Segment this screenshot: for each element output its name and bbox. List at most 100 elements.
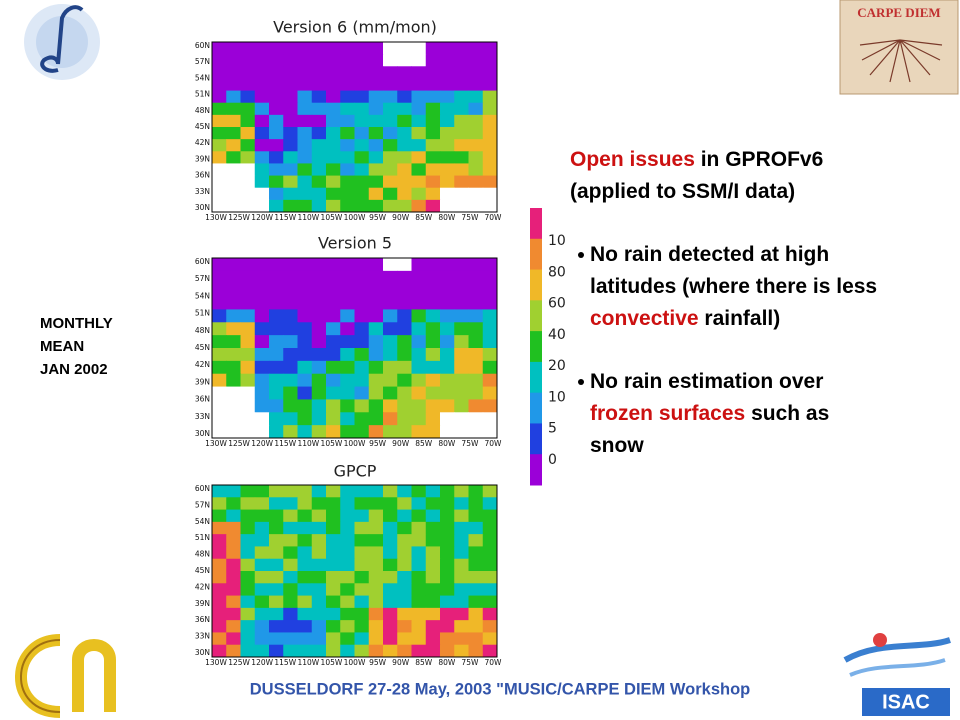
map-cell bbox=[368, 607, 384, 621]
map-cell bbox=[482, 335, 498, 349]
map-cell bbox=[397, 632, 412, 646]
map-cell bbox=[454, 595, 469, 609]
map-cell bbox=[283, 546, 298, 560]
map-cell bbox=[311, 335, 327, 349]
map-cell bbox=[240, 296, 256, 310]
map-cell bbox=[283, 521, 298, 535]
map-cell bbox=[440, 309, 455, 323]
map-cell bbox=[226, 632, 241, 646]
map-cell bbox=[226, 509, 241, 523]
map-cell bbox=[297, 485, 313, 498]
map-cell bbox=[354, 114, 370, 128]
map-cell bbox=[383, 54, 398, 67]
map-cell bbox=[425, 42, 441, 55]
map-cell bbox=[482, 102, 498, 116]
lat-label: 42N bbox=[195, 360, 210, 369]
map-cell bbox=[440, 283, 455, 298]
map-cell bbox=[269, 335, 284, 349]
lon-label: 85W bbox=[415, 439, 433, 448]
map-cell bbox=[368, 521, 384, 535]
map-cell bbox=[383, 90, 398, 104]
map-cell bbox=[425, 296, 441, 310]
map-cell bbox=[368, 127, 384, 140]
map-cell bbox=[240, 90, 256, 104]
map-cell bbox=[212, 386, 227, 400]
map-cell bbox=[311, 127, 327, 140]
map-cell bbox=[283, 399, 298, 413]
map-cell bbox=[212, 199, 227, 213]
lon-label: 75W bbox=[461, 213, 479, 222]
map-cell bbox=[311, 42, 327, 55]
map-cell bbox=[454, 151, 469, 164]
map-cell bbox=[383, 187, 398, 201]
map-cell bbox=[440, 348, 455, 362]
lat-label: 60N bbox=[195, 41, 210, 50]
map-cell bbox=[212, 632, 227, 646]
map-cell bbox=[254, 620, 270, 633]
map-cell bbox=[425, 607, 441, 621]
map-cell bbox=[226, 139, 241, 152]
map-cell bbox=[311, 620, 327, 633]
map-cell bbox=[311, 151, 327, 164]
map-cell bbox=[269, 497, 284, 511]
map-cell bbox=[254, 66, 270, 79]
map-cell bbox=[411, 620, 427, 633]
map-cell bbox=[354, 54, 370, 67]
map-cell bbox=[326, 42, 341, 55]
map-cell bbox=[397, 54, 412, 67]
map-cell bbox=[411, 373, 427, 388]
map-cell bbox=[383, 386, 398, 400]
note-text: No rain estimation over bbox=[590, 370, 823, 393]
map-cell bbox=[212, 114, 227, 128]
map-cell bbox=[411, 309, 427, 323]
map-cell bbox=[383, 296, 398, 310]
map-cell bbox=[482, 139, 498, 152]
lat-label: 57N bbox=[195, 57, 210, 66]
map-cell bbox=[297, 595, 313, 609]
map-cell bbox=[354, 558, 370, 572]
note-line: latitudes (where there is less bbox=[590, 275, 877, 298]
map-cell bbox=[482, 78, 498, 92]
map-cell bbox=[383, 78, 398, 92]
map-cell bbox=[397, 151, 412, 164]
map-cell bbox=[269, 632, 284, 646]
lat-label: 42N bbox=[195, 138, 210, 147]
map-cell bbox=[226, 373, 241, 388]
map-cell bbox=[411, 102, 427, 116]
map-cell bbox=[254, 595, 270, 609]
map-cell bbox=[340, 644, 355, 658]
map-cell bbox=[311, 546, 327, 560]
map-cell bbox=[454, 309, 469, 323]
map-cell bbox=[326, 283, 341, 298]
map-cell bbox=[411, 571, 427, 584]
lat-label: 42N bbox=[195, 582, 210, 591]
map-cell bbox=[283, 151, 298, 164]
map-cell bbox=[269, 360, 284, 375]
map-cell bbox=[440, 425, 455, 439]
map-cell bbox=[212, 546, 227, 560]
map-cell bbox=[269, 485, 284, 498]
map-cell bbox=[383, 425, 398, 439]
map-cell bbox=[425, 558, 441, 572]
map-cell bbox=[340, 163, 355, 177]
map-cell bbox=[212, 163, 227, 177]
map-cell bbox=[326, 66, 341, 79]
map-cell bbox=[212, 175, 227, 189]
map-cell bbox=[440, 54, 455, 67]
map-cell bbox=[425, 187, 441, 201]
map-cell bbox=[454, 127, 469, 140]
map-cell bbox=[297, 102, 313, 116]
map-cell bbox=[340, 187, 355, 201]
lon-label: 105W bbox=[321, 213, 343, 222]
lon-label: 115W bbox=[274, 439, 296, 448]
map-cell bbox=[311, 78, 327, 92]
map-cell bbox=[340, 199, 355, 213]
map-cell bbox=[482, 632, 498, 646]
map-cell bbox=[283, 558, 298, 572]
map-cell bbox=[454, 322, 469, 336]
map-cell bbox=[482, 534, 498, 547]
map-cell bbox=[212, 322, 227, 336]
map-cell bbox=[297, 335, 313, 349]
lat-label: 45N bbox=[195, 122, 210, 131]
note-line: (applied to SSM/I data) bbox=[570, 180, 795, 203]
